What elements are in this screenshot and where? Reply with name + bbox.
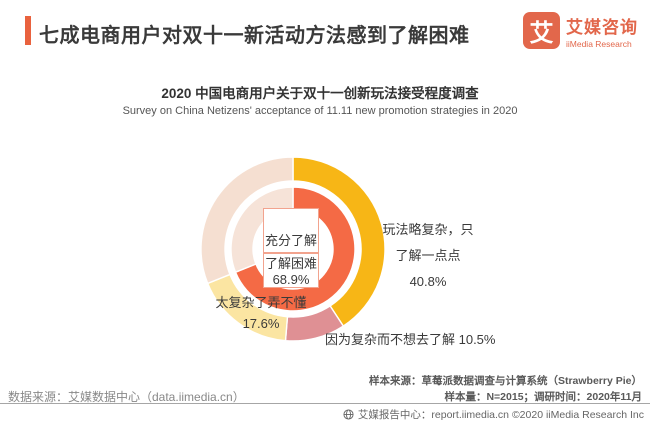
sample-info-note: 样本量：N=2015；调研时间：2020年11月: [444, 391, 642, 403]
callout-slightly-complex-line2: 了解一点点: [395, 248, 461, 263]
iimedia-logo: 艾 艾媒咨询 iiMedia Research: [523, 12, 638, 49]
globe-icon: [343, 409, 354, 420]
chart-subtitle: Survey on China Netizens' acceptance of …: [122, 105, 518, 117]
callout-not-willing-text: 因为复杂而不想去了解 10.5%: [325, 332, 496, 347]
callout-slightly-complex-value: 40.8%: [409, 274, 447, 289]
iimedia-logo-text: 艾媒咨询 iiMedia Research: [566, 13, 638, 49]
page-title: 七成电商用户对双十一新活动方法感到了解困难: [39, 25, 470, 47]
center-label-difficult-text: 了解困难: [264, 256, 317, 271]
report-center-line: 艾媒报告中心：report.iimedia.cn ©2020 iiMedia R…: [343, 407, 644, 422]
callout-too-complex: 太复杂了弄不懂 17.6%: [201, 292, 321, 334]
center-label-difficult-value: 68.9%: [272, 272, 310, 287]
callout-too-complex-line1: 太复杂了弄不懂: [215, 295, 307, 310]
footer-divider: [0, 403, 650, 404]
center-label-fully-understand-text: 充分了解: [264, 233, 317, 248]
iimedia-logo-icon: 艾: [523, 12, 560, 49]
center-label-difficult: 了解困难 68.9%: [263, 253, 319, 288]
title-accent-bar: [25, 16, 31, 45]
callout-not-willing: 因为复杂而不想去了解 10.5%: [325, 329, 495, 348]
logo-name-cn: 艾媒咨询: [566, 17, 638, 37]
callout-slightly-complex-line1: 玩法略复杂，只: [382, 222, 474, 237]
data-source-note: 数据来源：艾媒数据中心（data.iimedia.cn）: [8, 390, 245, 404]
chart-title: 2020 中国电商用户关于双十一创新玩法接受程度调查: [161, 86, 479, 101]
callout-slightly-complex: 玩法略复杂，只 了解一点点 40.8%: [367, 217, 489, 295]
logo-name-en: iiMedia Research: [566, 38, 632, 49]
center-label-fully-understand: 充分了解: [263, 208, 319, 253]
sample-source-note: 样本来源：草莓派数据调查与计算系统（Strawberry Pie）: [368, 375, 642, 387]
report-center-text: 艾媒报告中心：report.iimedia.cn ©2020 iiMedia R…: [357, 409, 644, 421]
callout-too-complex-value: 17.6%: [242, 316, 280, 331]
